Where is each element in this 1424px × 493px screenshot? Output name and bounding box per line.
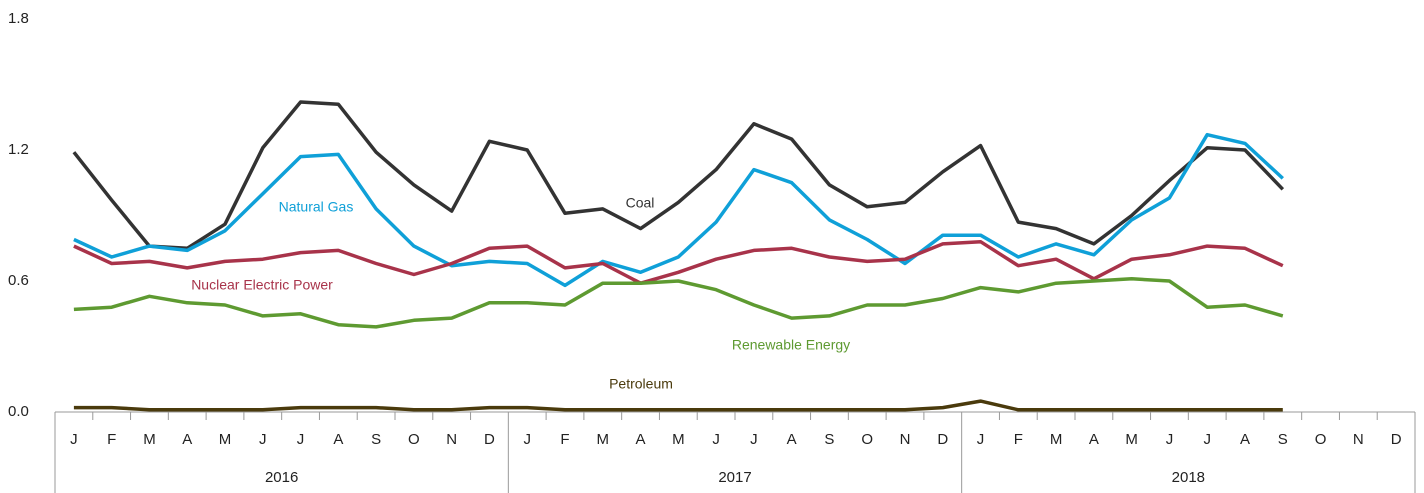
x-tick-label: N: [900, 431, 911, 448]
series-label: Renewable Energy: [732, 337, 850, 353]
x-tick-label: J: [977, 431, 985, 448]
x-tick-label: S: [1278, 431, 1288, 448]
x-tick-label: F: [107, 431, 116, 448]
x-tick-label: M: [1050, 431, 1063, 448]
y-tick-label: 1.2: [8, 141, 29, 158]
x-tick-label: M: [143, 431, 156, 448]
x-tick-label: A: [636, 431, 646, 448]
x-tick-label: D: [484, 431, 495, 448]
x-tick-label: J: [259, 431, 267, 448]
y-tick-label: 0.6: [8, 272, 29, 289]
x-tick-label: M: [597, 431, 610, 448]
year-label: 2018: [1172, 469, 1205, 486]
series-line: [72, 100, 1285, 251]
series-label: Coal: [626, 195, 655, 211]
x-tick-label: N: [1353, 431, 1364, 448]
series-line: [73, 132, 1284, 288]
x-tick-label: O: [408, 431, 420, 448]
x-tick-label: D: [1391, 431, 1402, 448]
y-tick-label: 1.8: [8, 10, 29, 27]
x-tick-label: J: [750, 431, 758, 448]
series-line: [73, 239, 1284, 285]
x-tick-label: M: [1125, 431, 1138, 448]
x-tick-label: J: [297, 431, 305, 448]
x-tick-label: M: [672, 431, 685, 448]
x-tick-label: J: [70, 431, 78, 448]
x-tick-label: A: [182, 431, 192, 448]
x-tick-label: S: [824, 431, 834, 448]
x-tick-label: F: [1014, 431, 1023, 448]
year-label: 2017: [718, 469, 751, 486]
x-tick-label: J: [712, 431, 720, 448]
x-tick-label: F: [560, 431, 569, 448]
x-tick-label: M: [219, 431, 232, 448]
series-line: [73, 399, 1283, 412]
x-tick-label: A: [787, 431, 797, 448]
series-label: Nuclear Electric Power: [191, 277, 333, 293]
x-tick-label: A: [1240, 431, 1250, 448]
series-label: Petroleum: [609, 376, 673, 392]
series-label: Natural Gas: [279, 199, 354, 215]
series-line: [73, 277, 1284, 329]
x-tick-label: A: [333, 431, 343, 448]
y-tick-label: 0.0: [8, 403, 29, 420]
x-tick-label: N: [446, 431, 457, 448]
year-label: 2016: [265, 469, 298, 486]
x-tick-label: D: [937, 431, 948, 448]
x-tick-label: O: [1315, 431, 1327, 448]
x-tick-label: J: [1203, 431, 1211, 448]
x-tick-label: J: [523, 431, 531, 448]
x-tick-label: A: [1089, 431, 1099, 448]
x-tick-label: O: [861, 431, 873, 448]
x-tick-label: S: [371, 431, 381, 448]
x-tick-label: J: [1166, 431, 1174, 448]
